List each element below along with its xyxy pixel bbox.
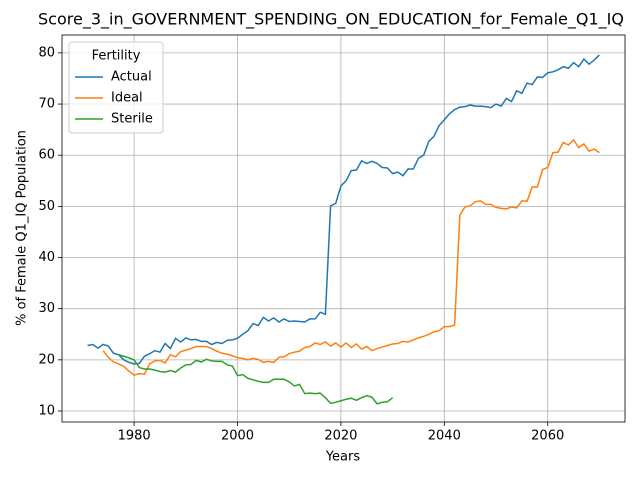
y-tick-label: 80: [38, 45, 55, 60]
y-tick-label: 70: [38, 97, 55, 112]
y-tick-label: 40: [38, 250, 55, 265]
series-line: [118, 354, 394, 405]
legend-label: Actual: [111, 70, 152, 85]
y-tick-label: 20: [38, 352, 55, 367]
x-axis-label: Years: [325, 450, 361, 465]
y-tick-label: 60: [38, 148, 55, 163]
legend: Fertility Actual Ideal Sterile: [68, 41, 164, 134]
legend-title: Fertility: [92, 49, 141, 64]
legend-label: Ideal: [111, 91, 143, 106]
y-axis-label: % of Female Q1_IQ Population: [15, 130, 30, 326]
series-line: [102, 138, 600, 377]
y-tick-label: 50: [38, 199, 55, 214]
x-tick-label: 2000: [221, 429, 254, 444]
plot-frame: [61, 34, 626, 423]
x-tick-label: 2040: [428, 429, 461, 444]
y-tick-label: 30: [38, 301, 55, 316]
legend-label: Sterile: [111, 112, 153, 127]
x-tick-label: 2020: [324, 429, 357, 444]
x-tick-label: 1980: [118, 429, 151, 444]
legend-box: [68, 41, 164, 134]
y-tick-label: 10: [38, 404, 55, 419]
x-tick-label: 2060: [531, 429, 564, 444]
series-line: [87, 54, 600, 365]
chart-title: Score_3_in_GOVERNMENT_SPENDING_ON_EDUCAT…: [38, 10, 624, 30]
